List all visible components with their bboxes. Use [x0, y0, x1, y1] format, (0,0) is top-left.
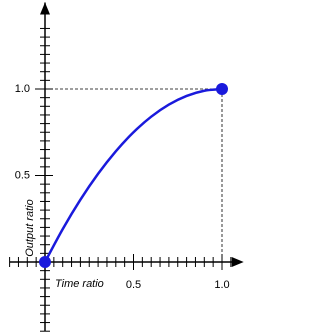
x-axis-title: Time ratio: [55, 278, 104, 290]
x-tick-label: 1.0: [214, 279, 229, 291]
y-tick-label: 0.5: [15, 169, 30, 181]
x-tick-label: 0.5: [126, 279, 141, 291]
endpoint: [216, 83, 228, 95]
endpoint: [39, 256, 51, 268]
chart: Time ratio Output ratio 0.5 1.0 0.5 1.0: [9, 2, 244, 332]
x-axis-arrow: [231, 257, 244, 267]
curve: [43, 87, 223, 263]
y-axis-arrow: [40, 2, 50, 15]
y-axis-title: Output ratio: [24, 199, 36, 256]
y-tick-label: 1.0: [15, 83, 30, 95]
